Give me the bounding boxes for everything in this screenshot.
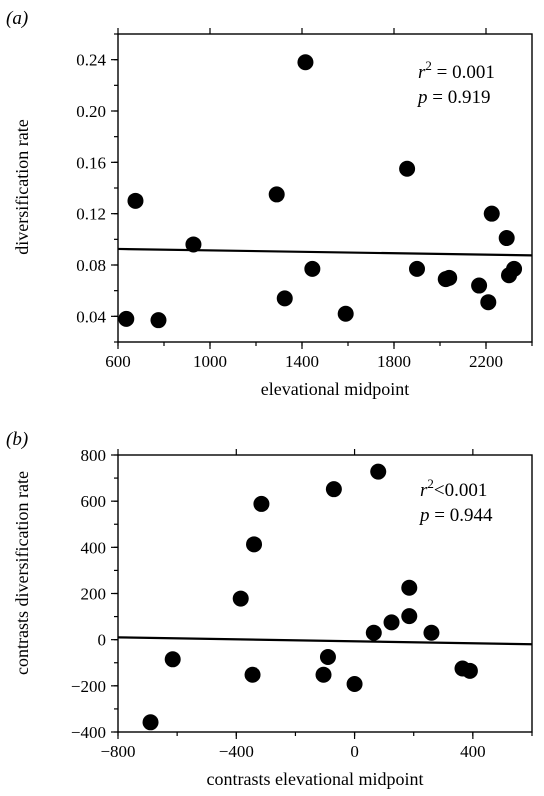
panel-b-data-point bbox=[232, 590, 249, 607]
panel-a-ticks: 600 1000 1400 1800 2200 0.04 0.08 0.12 0.16 0.20 0… bbox=[76, 28, 533, 371]
panel-a-p-value: p = 0.919 bbox=[416, 87, 490, 108]
panel-b-fit-line bbox=[117, 636, 533, 646]
panel-b-data-point bbox=[246, 536, 263, 553]
panel-b-y-axis-title: contrasts diversification rate bbox=[12, 471, 32, 675]
panel-a-y-tick-label: 0.04 bbox=[76, 307, 106, 326]
panel-a-data-point bbox=[304, 260, 321, 277]
panel-a-data-point bbox=[441, 269, 458, 286]
panel-b-data-point bbox=[383, 614, 400, 631]
panel-b-plot-frame bbox=[117, 454, 533, 733]
panel-a-x-tick-label: 1800 bbox=[377, 352, 411, 371]
panel-a-data-point bbox=[150, 312, 167, 329]
panel-b-x-tick-label: −400 bbox=[219, 742, 254, 761]
panel-b-x-tick-label: 0 bbox=[350, 742, 359, 761]
panel-a-data-point bbox=[480, 294, 497, 311]
panel-a-data-point bbox=[483, 205, 500, 222]
panel-b-r-squared: r2<0.001 bbox=[420, 476, 487, 501]
panel-b-data-point bbox=[401, 608, 418, 625]
panel-a-fit-line bbox=[117, 247, 533, 257]
panel-a-plot-frame bbox=[117, 33, 533, 343]
panel-b-data-point bbox=[370, 463, 387, 480]
panel-b-data-point bbox=[253, 495, 270, 512]
panel-b-points bbox=[142, 463, 478, 731]
panel-b-data-point bbox=[401, 579, 418, 596]
panel-b-x-tick-label: −800 bbox=[100, 742, 135, 761]
panel-b-data-point bbox=[164, 651, 181, 668]
panel-b-x-axis-title: contrasts elevational midpoint bbox=[207, 769, 424, 789]
panel-a-x-tick-label: 600 bbox=[105, 352, 131, 371]
panel-b-y-tick-label: 600 bbox=[81, 492, 107, 511]
panel-b-data-point bbox=[346, 675, 363, 692]
panel-b-data-point bbox=[142, 714, 159, 731]
panel-b-data-point bbox=[325, 481, 342, 498]
panel-b-data-point bbox=[244, 666, 261, 683]
panel-b-data-point bbox=[461, 662, 478, 679]
panel-a-x-tick-label: 1400 bbox=[285, 352, 319, 371]
panel-a-data-point bbox=[337, 305, 354, 322]
panel-a-data-point bbox=[268, 186, 285, 203]
panel-b-y-tick-label: 0 bbox=[98, 631, 107, 650]
panel-b-y-tick-label: 800 bbox=[81, 446, 107, 465]
panel-a-points bbox=[118, 54, 523, 329]
panel-a-x-tick-label: 2200 bbox=[469, 352, 503, 371]
panel-a-y-axis-title: diversification rate bbox=[12, 119, 32, 254]
panel-a-y-tick-label: 0.20 bbox=[76, 102, 106, 121]
panel-b-y-tick-label: 200 bbox=[81, 585, 107, 604]
panel-a-data-point bbox=[127, 192, 144, 209]
panel-a-y-tick-label: 0.12 bbox=[76, 205, 106, 224]
panel-b-data-point bbox=[365, 624, 382, 641]
panel-a-y-tick-label: 0.16 bbox=[76, 153, 106, 172]
panel-a-x-tick-label: 1000 bbox=[193, 352, 227, 371]
panel-b-p-value: p = 0.944 bbox=[418, 505, 493, 526]
panel-a-data-point bbox=[409, 260, 425, 277]
panel-a-data-point bbox=[506, 260, 523, 277]
panel-b-x-tick-label: 400 bbox=[460, 742, 486, 761]
panel-a-data-point bbox=[276, 290, 293, 307]
panel-a-label: (a) bbox=[6, 8, 28, 29]
panel-a-r-squared: r2 = 0.001 bbox=[418, 58, 495, 83]
panel-a-data-point bbox=[118, 310, 135, 327]
panel-a-data-point bbox=[399, 160, 416, 177]
panel-a-data-point bbox=[498, 230, 515, 247]
panel-a-data-point bbox=[471, 277, 488, 294]
panel-b-data-point bbox=[315, 666, 332, 683]
panel-b-data-point bbox=[319, 648, 336, 665]
panel-b-y-tick-label: 400 bbox=[81, 538, 107, 557]
panel-a: (a) 600 1000 1400 1800 2200 0.04 0.08 0.12 0.16 0… bbox=[6, 8, 533, 399]
panel-a-x-axis-title: elevational midpoint bbox=[261, 379, 409, 399]
panel-b-y-tick-label: −400 bbox=[71, 723, 106, 742]
panel-b-data-point bbox=[423, 624, 440, 641]
panel-a-y-tick-label: 0.08 bbox=[76, 256, 106, 275]
panel-a-data-point bbox=[297, 54, 314, 71]
panel-b-y-tick-label: −200 bbox=[71, 677, 106, 696]
panel-a-data-point bbox=[185, 236, 202, 253]
panel-b-label: (b) bbox=[6, 429, 28, 450]
panel-a-y-tick-label: 0.24 bbox=[76, 51, 106, 70]
